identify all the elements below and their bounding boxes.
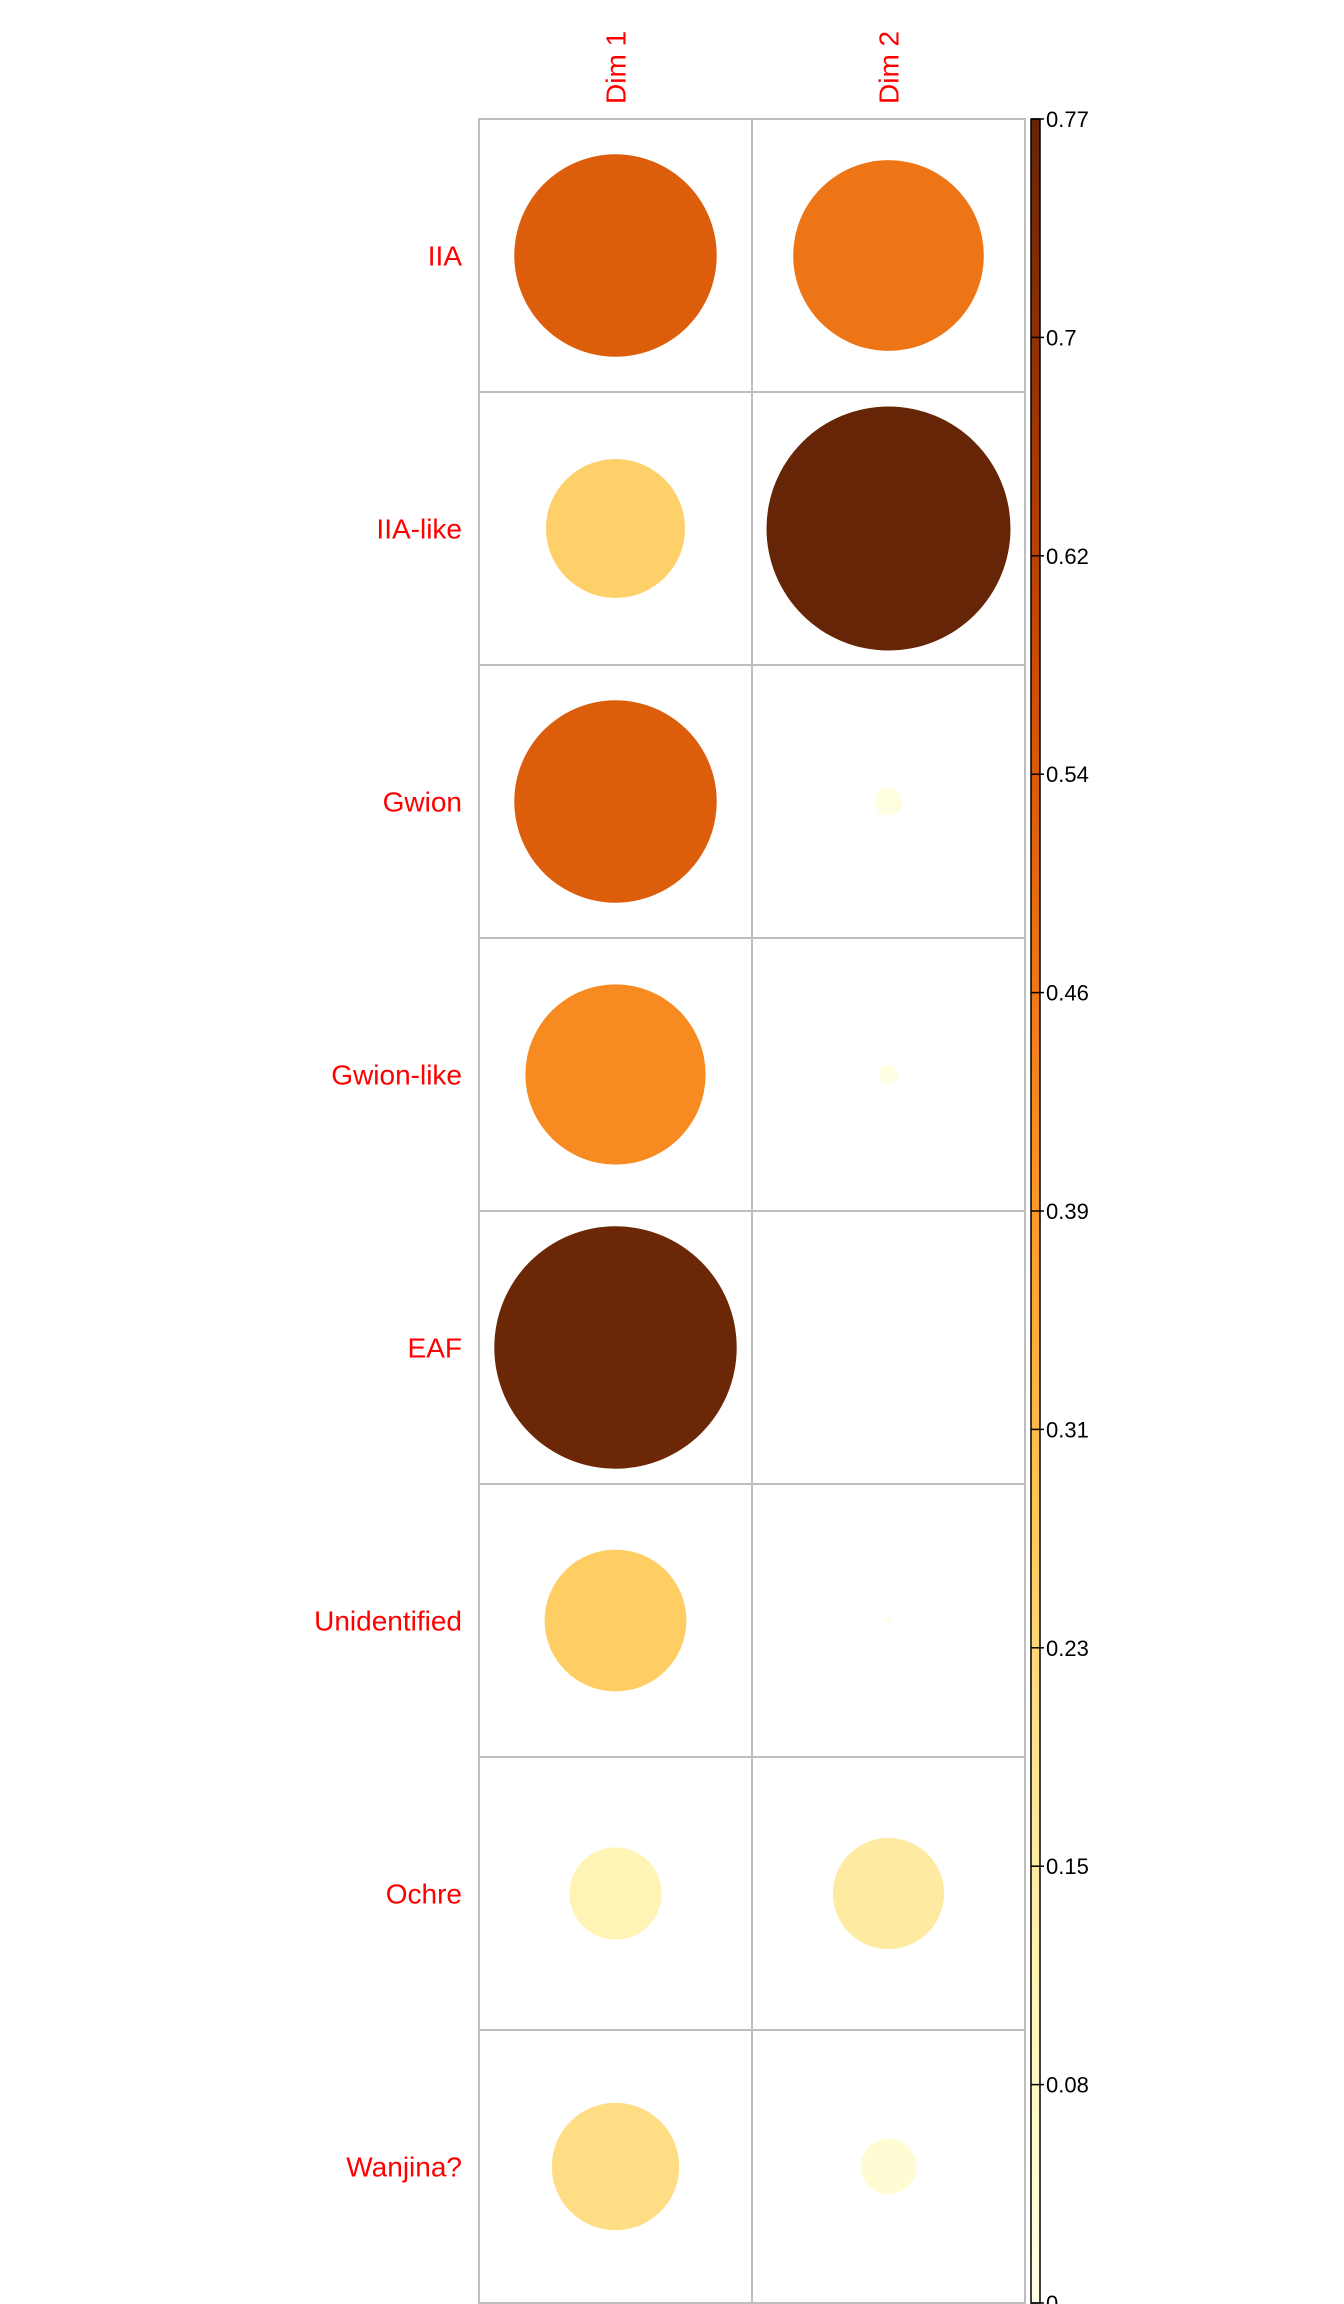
circle-ochre-dim-2 <box>832 1837 945 1950</box>
circle-marks <box>494 154 1011 2231</box>
circle-iia-like-dim-2 <box>766 406 1011 651</box>
colorbar-tick-label: 0.77 <box>1046 107 1089 132</box>
colorbar-tick-label: 0.7 <box>1046 325 1077 350</box>
circle-gwion-dim-1 <box>514 700 717 903</box>
colorbar-tick-label: 0.23 <box>1046 1636 1089 1661</box>
column-label-dim-1: Dim 1 <box>601 31 632 104</box>
circle-iia-dim-2 <box>793 160 984 351</box>
row-label-unidentified: Unidentified <box>314 1606 462 1637</box>
circle-ochre-dim-1 <box>569 1847 662 1940</box>
circle-iia-dim-1 <box>514 154 717 357</box>
row-label-wanjina: Wanjina? <box>346 2152 462 2183</box>
circle-unidentified-dim-1 <box>544 1549 687 1692</box>
circle-wanjina-dim-2 <box>860 2138 917 2195</box>
colorbar-tick-label: 0.62 <box>1046 544 1089 569</box>
circle-eaf-dim-1 <box>494 1226 737 1469</box>
colorbar-tick-label: 0.39 <box>1046 1199 1089 1224</box>
row-label-gwion-like: Gwion-like <box>331 1060 462 1091</box>
colorbar-tick-label: 0.08 <box>1046 2073 1089 2098</box>
row-label-ochre: Ochre <box>386 1879 462 1910</box>
row-label-gwion: Gwion <box>383 787 462 818</box>
colorbar: 0 0.08 0.15 0.23 0.31 0.39 0.46 0.54 0.62 0.7 0.77 <box>1030 107 1089 2304</box>
row-labels: IIA IIA-like Gwion Gwion-like EAF Unidentifie… <box>314 241 462 2183</box>
circle-gwion-like-dim-2 <box>878 1064 899 1085</box>
column-labels: Dim 1 Dim 2 <box>601 31 905 104</box>
circle-unidentified-dim-2 <box>885 1617 892 1624</box>
colorbar-tick-label: 0.31 <box>1046 1417 1089 1442</box>
circle-wanjina-dim-1 <box>551 2102 680 2231</box>
row-label-iia: IIA <box>428 241 463 272</box>
circle-iia-like-dim-1 <box>545 458 686 599</box>
circle-gwion-dim-2 <box>874 787 903 816</box>
colorbar-tick-label: 0.46 <box>1046 981 1089 1006</box>
circle-gwion-like-dim-1 <box>525 984 706 1165</box>
colorbar-tick-label: 0.54 <box>1046 762 1089 787</box>
column-label-dim-2: Dim 2 <box>874 31 905 104</box>
colorbar-tick-label: 0 <box>1046 2291 1058 2304</box>
row-label-eaf: EAF <box>408 1333 462 1364</box>
row-label-iia-like: IIA-like <box>376 514 462 545</box>
colorbar-tick-label: 0.15 <box>1046 1854 1089 1879</box>
